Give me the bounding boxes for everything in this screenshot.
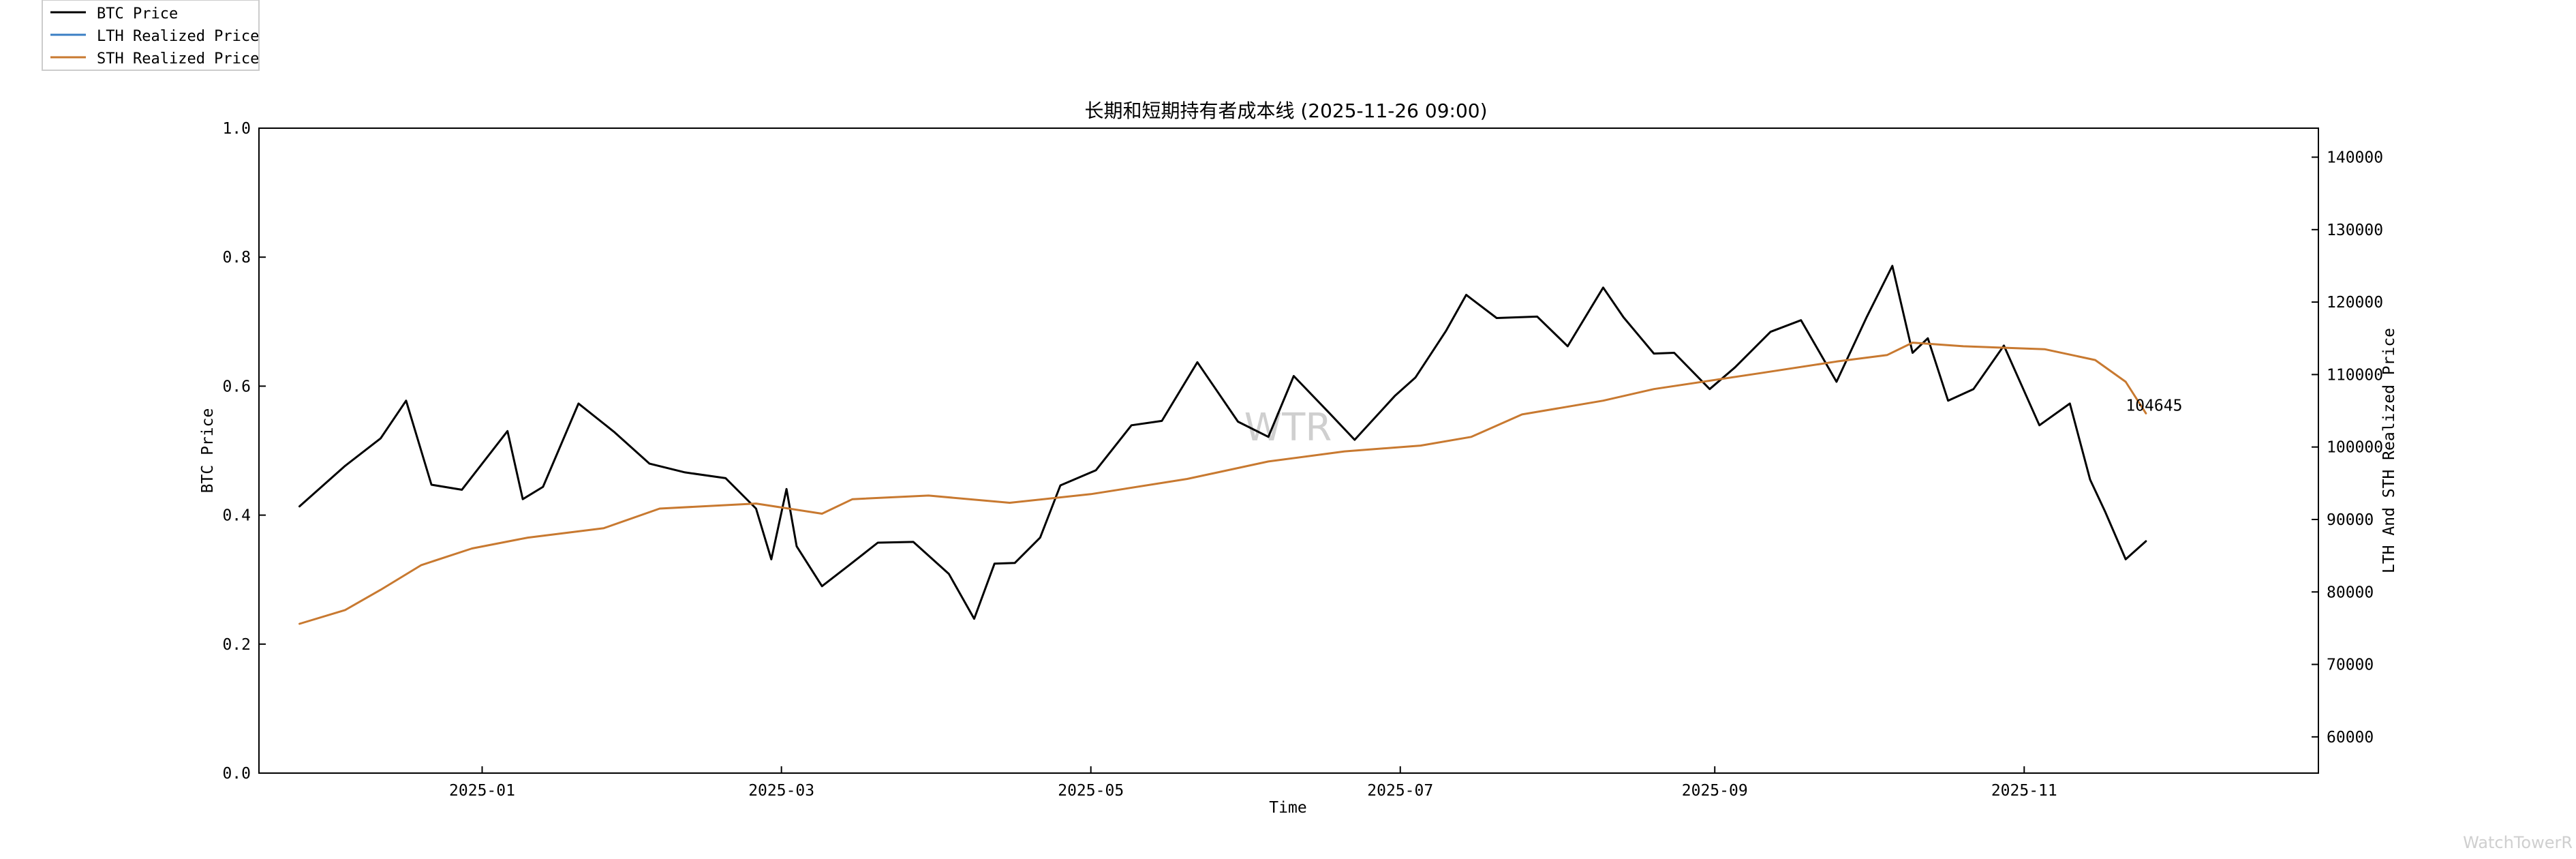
x-ticks: 2025-01 2025-03 2025-05 2025-07 2025-09 2025-… bbox=[449, 766, 2057, 800]
right-y-axis-label: LTH And STH Realized Price bbox=[2380, 328, 2398, 573]
x-tick-label: 2025-03 bbox=[748, 782, 814, 800]
series-line-sth-realized-price bbox=[298, 342, 2147, 625]
right-tick-label: 70000 bbox=[2327, 657, 2374, 674]
right-tick-label: 130000 bbox=[2327, 222, 2383, 239]
legend: BTC Price LTH Realized Price STH Realize… bbox=[42, 0, 260, 71]
right-tick-label: 140000 bbox=[2327, 149, 2383, 167]
x-axis-label: Time bbox=[1269, 799, 1306, 817]
center-watermark: WTR bbox=[1244, 406, 1332, 450]
x-tick-label: 2025-01 bbox=[449, 782, 515, 800]
legend-label-sth-realized-price: STH Realized Price bbox=[97, 50, 259, 67]
right-tick-label: 80000 bbox=[2327, 584, 2374, 601]
left-tick-label: 0.4 bbox=[222, 507, 251, 525]
left-tick-label: 0.2 bbox=[222, 636, 251, 654]
left-tick-label: 0.0 bbox=[222, 765, 251, 783]
corner-watermark: WatchTowerR bbox=[2463, 833, 2573, 852]
series-layer bbox=[298, 265, 2147, 625]
plot-frame bbox=[258, 127, 2319, 774]
legend-label-btc-price: BTC Price bbox=[97, 5, 178, 22]
right-y-ticks: 60000 70000 80000 90000 100000 110000 120000 13… bbox=[2312, 149, 2383, 747]
left-tick-label: 1.0 bbox=[222, 120, 251, 138]
left-tick-label: 0.6 bbox=[222, 378, 251, 395]
series-line-btc-price bbox=[298, 265, 2147, 620]
chart-title: 长期和短期持有者成本线 (2025-11-26 09:00) bbox=[1084, 100, 1487, 122]
right-tick-label: 110000 bbox=[2327, 366, 2383, 384]
right-tick-label: 60000 bbox=[2327, 729, 2374, 747]
sth-latest-value-annotation: 104645 bbox=[2126, 397, 2182, 415]
left-tick-label: 0.8 bbox=[222, 249, 251, 267]
x-tick-label: 2025-11 bbox=[1991, 782, 2057, 800]
right-tick-label: 90000 bbox=[2327, 511, 2374, 529]
x-tick-label: 2025-05 bbox=[1058, 782, 1124, 800]
left-y-axis-label: BTC Price bbox=[199, 408, 217, 494]
left-y-ticks: 0.0 0.2 0.4 0.6 0.8 1.0 bbox=[222, 120, 266, 783]
x-tick-label: 2025-09 bbox=[1682, 782, 1748, 800]
legend-label-lth-realized-price: LTH Realized Price bbox=[97, 28, 259, 45]
right-tick-label: 120000 bbox=[2327, 294, 2383, 312]
x-tick-label: 2025-07 bbox=[1367, 782, 1433, 800]
right-tick-label: 100000 bbox=[2327, 439, 2383, 457]
